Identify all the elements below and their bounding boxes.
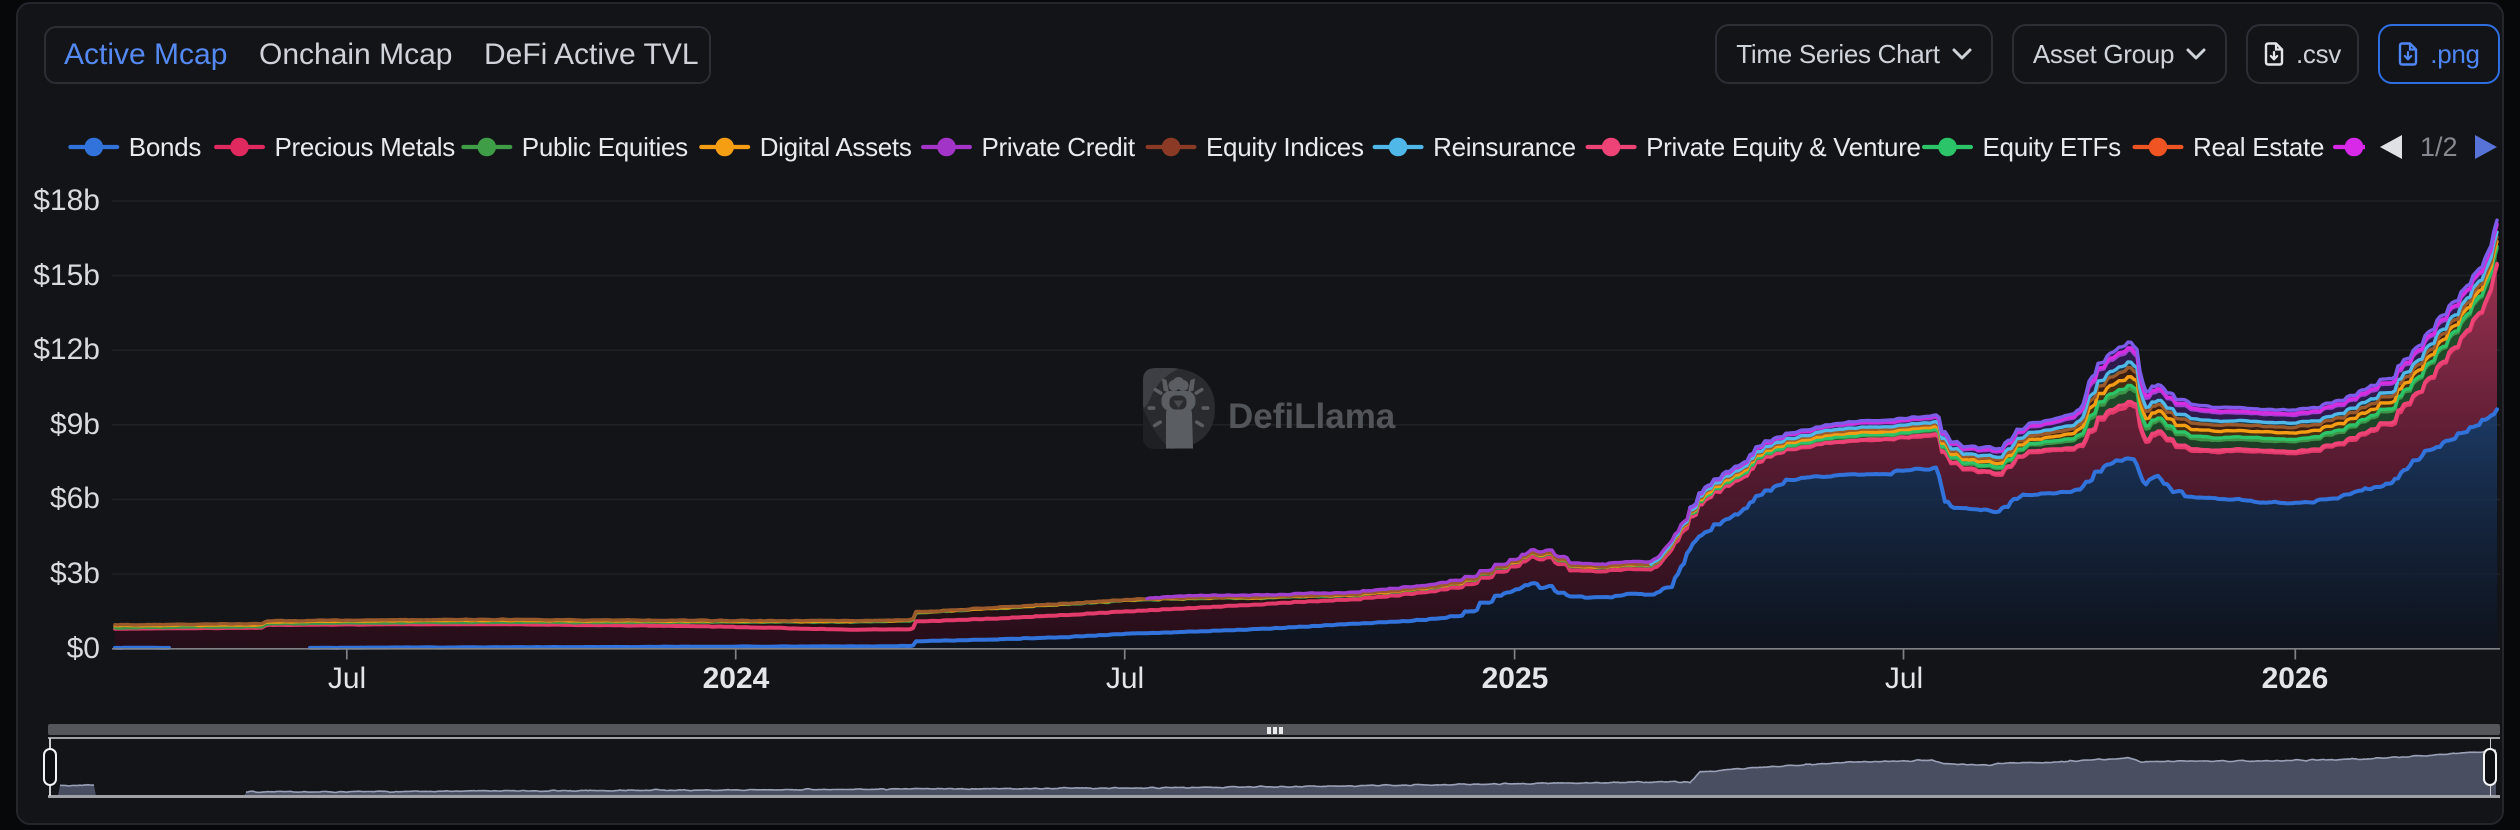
svg-text:Precious Metals: Precious Metals <box>275 132 456 162</box>
svg-text:DefiLlama: DefiLlama <box>1228 397 1396 436</box>
svg-text:Private Equity & Venture: Private Equity & Venture <box>1646 132 1921 162</box>
svg-text:Public Equities: Public Equities <box>522 132 688 162</box>
svg-text:Private Credit: Private Credit <box>982 132 1136 162</box>
svg-text:Equity ETFs: Equity ETFs <box>1983 132 2122 162</box>
svg-text:1/2: 1/2 <box>2420 132 2458 162</box>
svg-text:Equity Indices: Equity Indices <box>1206 132 1364 162</box>
svg-text:Bonds: Bonds <box>129 132 202 162</box>
svg-text:Real Estate: Real Estate <box>2193 132 2324 162</box>
svg-text:Digital Assets: Digital Assets <box>760 132 912 162</box>
svg-text:Reinsurance: Reinsurance <box>1433 132 1576 162</box>
